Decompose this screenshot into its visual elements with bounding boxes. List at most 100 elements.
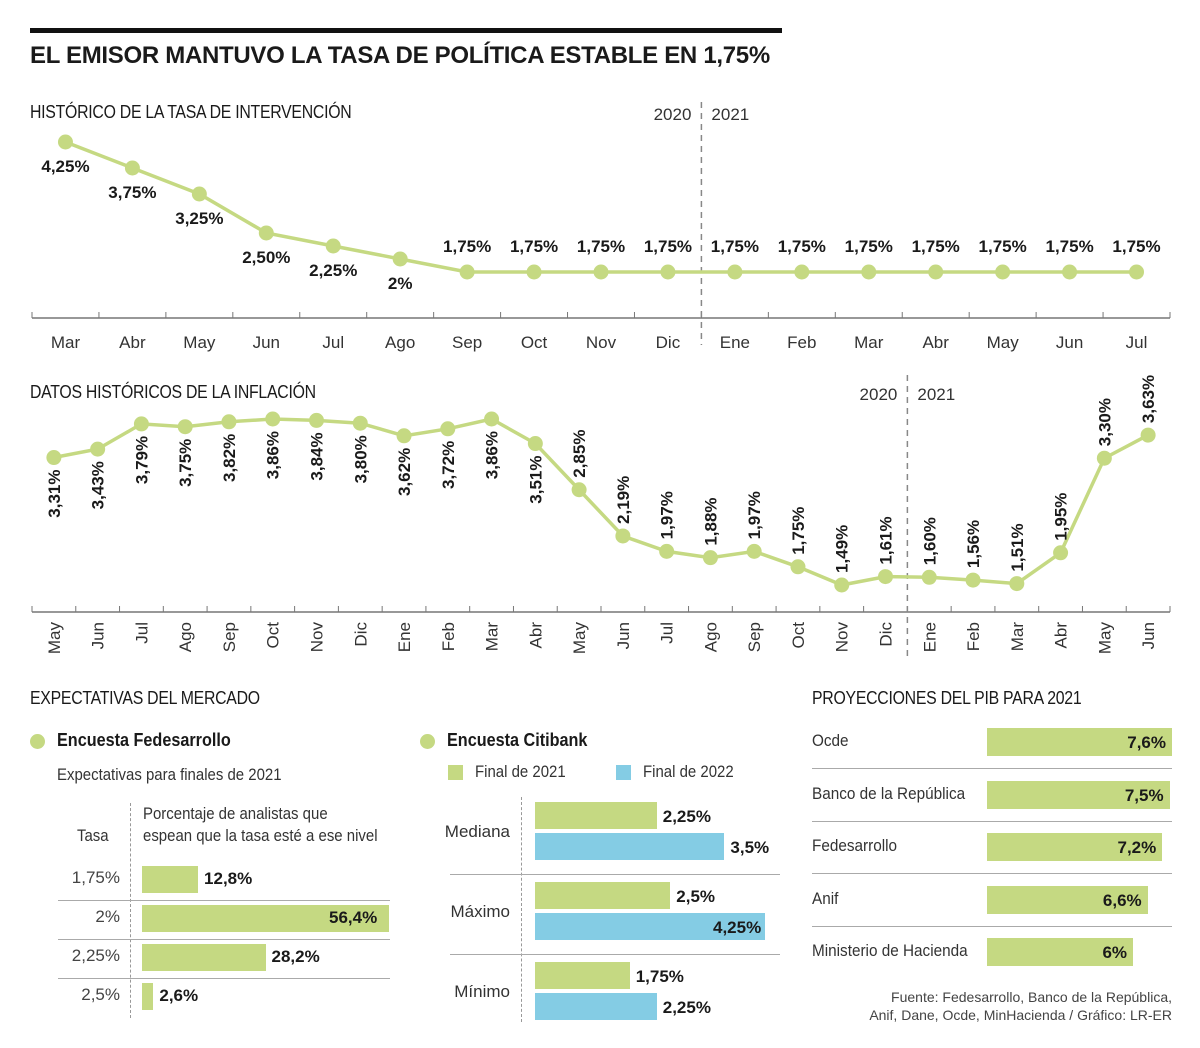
data-point	[124, 160, 140, 176]
data-label: 3,62%	[395, 448, 414, 496]
data-point	[702, 550, 718, 566]
x-tick-label: Abr	[922, 333, 949, 352]
row-separator	[812, 820, 1172, 822]
data-label: 3,72%	[439, 441, 458, 489]
fedesarrollo-value: 28,2%	[271, 947, 320, 966]
fedesarrollo-subtitle: Expectativas para finales de 2021	[57, 765, 282, 784]
inflation-line	[53, 417, 1149, 587]
data-label: 3,63%	[1139, 375, 1158, 423]
data-label: 1,75%	[979, 237, 1027, 256]
data-point	[265, 411, 281, 427]
x-tick-label: Sep	[220, 622, 239, 652]
data-label: 1,75%	[644, 237, 692, 256]
rate-chart-title: HISTÓRICO DE LA TASA DE INTERVENCIÓN	[30, 102, 352, 122]
pib-bar	[987, 833, 1163, 861]
pib-institution: Banco de la República	[812, 783, 966, 803]
row-separator	[812, 873, 1172, 874]
market-title: EXPECTATIVAS DEL MERCADO	[30, 688, 260, 708]
row-separator	[58, 978, 390, 979]
year-label-2020: 2020	[654, 105, 692, 124]
fedesarrollo-bar	[142, 905, 389, 932]
data-label: 1,75%	[443, 237, 491, 256]
pib-institution: Anif	[812, 888, 839, 908]
data-point	[1096, 450, 1112, 466]
data-point	[440, 421, 456, 437]
x-tick-label: May	[45, 622, 64, 655]
data-label: 3,25%	[175, 209, 223, 228]
x-tick-label: Jul	[322, 333, 344, 352]
x-tick-label: May	[1095, 622, 1114, 655]
bar-2022	[535, 913, 765, 940]
main-title: EL EMISOR MANTUVO LA TASA DE POLÍTICA ES…	[30, 42, 770, 69]
data-point	[571, 482, 587, 498]
citibank-category: Mediana	[444, 822, 510, 841]
data-label: 2,25%	[309, 261, 357, 280]
x-tick-label: May	[183, 333, 216, 352]
pib-bar	[987, 885, 1148, 914]
data-label: 1,56%	[964, 520, 983, 568]
pib-institution: Fedesarrollo	[812, 836, 898, 855]
x-tick-label: Mar	[483, 622, 502, 652]
x-tick-label: Dic	[877, 622, 896, 647]
pib-bar	[987, 780, 1170, 809]
pib-value: 6,6%	[1102, 890, 1142, 910]
data-point	[325, 238, 341, 254]
x-tick-label: May	[987, 333, 1020, 352]
source-line-1: Fuente: Fedesarrollo, Banco de la Repúbl…	[891, 989, 1172, 1005]
data-point	[1009, 576, 1025, 592]
citibank-value: 4,25%	[713, 918, 762, 937]
data-label: 1,61%	[877, 516, 896, 564]
data-label: 3,84%	[308, 432, 327, 480]
data-label: 3,43%	[89, 461, 108, 509]
x-tick-label: Ago	[176, 622, 195, 652]
pib-value: 7,5%	[1124, 785, 1164, 805]
tasa-label: 1,75%	[71, 868, 120, 887]
x-tick-label: Feb	[787, 333, 816, 352]
year-label-2021: 2021	[711, 105, 749, 124]
data-label: 3,31%	[45, 470, 64, 518]
data-point	[746, 543, 762, 559]
citibank-value: 2,25%	[662, 807, 711, 826]
citibank-category: Máximo	[450, 902, 510, 921]
x-tick-label: Jun	[253, 333, 280, 352]
x-tick-label: Mar	[51, 333, 81, 352]
citibank-value: 3,5%	[730, 838, 770, 857]
data-point	[861, 264, 877, 280]
data-point	[660, 264, 676, 280]
pib-institution: Ministerio de Hacienda	[812, 941, 968, 960]
x-tick-label: Jun	[1139, 622, 1158, 649]
data-label: 3,86%	[483, 431, 502, 479]
fedesarrollo-bar	[142, 983, 154, 1010]
data-label: 2,50%	[242, 248, 290, 267]
source-note: Fuente: Fedesarrollo, Banco de la Repúbl…	[869, 988, 1172, 1024]
x-tick-label: Abr	[1052, 622, 1071, 649]
legend-2022-label: Final de 2022	[643, 762, 734, 781]
pib-bar	[987, 938, 1134, 966]
x-tick-label: Jun	[1056, 333, 1083, 352]
fedesarrollo-title: Encuesta Fedesarrollo	[57, 730, 231, 750]
data-point	[794, 264, 810, 280]
data-point	[484, 411, 500, 427]
x-tick-label: Oct	[264, 622, 283, 649]
data-point	[727, 264, 743, 280]
analysts-header: Porcentaje de analistas que espean que l…	[143, 804, 378, 845]
row-separator	[58, 900, 390, 901]
row-separator	[450, 874, 780, 875]
x-tick-label: Jul	[658, 622, 677, 644]
x-tick-label: Nov	[833, 622, 852, 653]
data-point	[1053, 545, 1069, 561]
data-label: 1,75%	[577, 237, 625, 256]
citibank-value: 1,75%	[635, 967, 684, 986]
data-label: 1,95%	[1052, 493, 1071, 541]
tasa-header: Tasa	[77, 826, 109, 845]
data-label: 2,19%	[614, 476, 633, 524]
data-point	[928, 264, 944, 280]
data-point	[995, 264, 1011, 280]
data-point	[527, 436, 543, 452]
inflation-chart-title: DATOS HISTÓRICOS DE LA INFLACIÓN	[30, 382, 316, 402]
data-label: 1,97%	[745, 491, 764, 539]
x-tick-label: Jul	[1126, 333, 1148, 352]
fedesarrollo-divider	[130, 803, 131, 1018]
x-tick-label: Dic	[351, 622, 370, 647]
rate-chart: 2020 2021 4,25% Mar 3,75% Abr 3,25% May 2,50% Jun…	[31, 102, 1171, 352]
